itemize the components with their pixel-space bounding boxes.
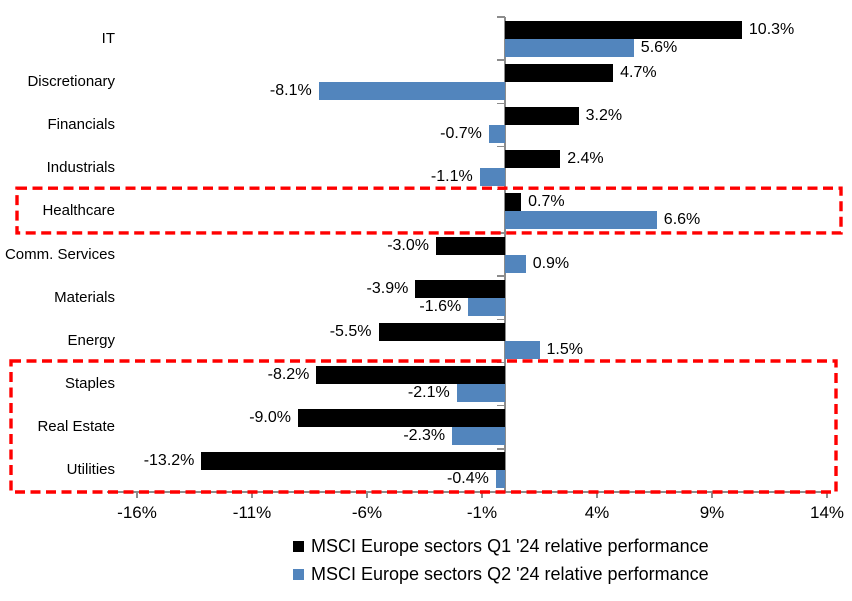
category-label: Energy [67,331,115,349]
bar-q2 [318,81,505,100]
value-label: -3.0% [387,236,429,254]
category-label: Real Estate [37,418,115,436]
category-label: Utilities [66,461,115,479]
value-label: 6.6% [663,211,701,229]
bar-q1 [505,106,579,125]
value-axis-tick [136,492,138,498]
bar-q2 [488,124,505,143]
category-axis-tick [497,232,505,234]
category-axis-tick [497,275,505,277]
bar-q2 [505,211,657,230]
bar-q1 [378,322,505,341]
category-label: Industrials [46,159,115,177]
bar-q1 [298,409,505,428]
x-tick-label: -1% [466,503,498,522]
category-axis-tick [497,318,505,321]
legend-item-q1: MSCI Europe sectors Q1 '24 relative perf… [293,535,709,557]
category-axis-tick [497,145,505,148]
value-label: 0.9% [532,254,570,272]
bar-q2 [452,427,505,446]
bar-q2 [468,297,505,316]
category-axis-tick [497,102,505,105]
value-label: 3.2% [585,106,623,124]
value-label: -5.5% [329,322,372,340]
value-label: -8.2% [267,366,310,384]
x-tick-label: 14% [809,503,845,522]
bar-q1 [201,452,505,471]
value-label: -1.6% [419,297,462,315]
category-label: Discretionary [27,72,115,90]
value-axis-tick [481,492,483,498]
bar-q2 [505,254,526,273]
value-axis-tick [596,492,598,498]
value-label: -13.2% [143,452,195,470]
category-label: Healthcare [42,202,115,220]
category-label: Comm. Services [4,245,115,263]
chart-legend: MSCI Europe sectors Q1 '24 relative perf… [293,535,709,591]
bar-q1 [316,366,505,385]
value-label: -2.3% [403,427,446,445]
value-label: 5.6% [640,38,678,56]
legend-swatch-q1-icon [293,540,304,552]
value-axis-tick [366,492,368,498]
legend-item-q2: MSCI Europe sectors Q2 '24 relative perf… [293,563,709,585]
category-axis-tick [497,404,505,407]
category-axis-tick [497,448,505,450]
bar-q2 [505,38,634,57]
legend-swatch-q2-icon [293,568,304,580]
value-label: 10.3% [748,20,795,38]
x-tick-label: 9% [699,503,725,522]
x-tick-label: -6% [351,503,383,522]
category-axis-tick [497,188,505,191]
value-axis-tick [711,492,713,498]
value-label: 1.5% [546,340,583,358]
category-label: IT [101,29,115,47]
category-axis-tick [497,16,505,18]
category-label: Financials [47,115,115,133]
category-axis-tick [497,491,505,493]
value-label: -0.4% [447,470,489,488]
value-label: -2.1% [407,384,450,402]
bar-q2 [479,168,505,187]
value-axis-line [107,491,830,493]
value-label: 2.4% [567,150,604,168]
category-axis-tick [497,361,505,364]
bar-q1 [415,279,505,298]
legend-label-q2: MSCI Europe sectors Q2 '24 relative perf… [311,563,709,584]
bar-q1 [436,236,505,255]
value-label: 0.7% [528,193,565,211]
value-label: -1.1% [430,168,473,186]
category-axis-tick [497,59,505,61]
x-tick-label: -11% [232,503,272,522]
bar-q1 [505,20,742,39]
bar-q2 [505,340,540,359]
bar-q2 [456,384,505,403]
value-label: -8.1% [269,81,312,99]
value-label: -9.0% [249,409,291,427]
bar-q1 [505,193,522,212]
x-tick-label: -16% [117,503,157,522]
bar-q2 [495,470,505,489]
healthcare-highlight [15,186,843,235]
category-label: Staples [64,375,115,393]
category-label: Materials [54,288,115,306]
x-tick-label: 4% [584,503,610,522]
value-label: -0.7% [440,124,482,142]
bar-q1 [505,150,561,169]
value-label: -3.9% [366,279,409,297]
value-axis-tick [251,492,253,498]
value-axis-tick [826,492,828,498]
bar-q1 [505,63,614,82]
value-label: 4.7% [620,63,657,81]
legend-label-q1: MSCI Europe sectors Q1 '24 relative perf… [311,535,709,556]
